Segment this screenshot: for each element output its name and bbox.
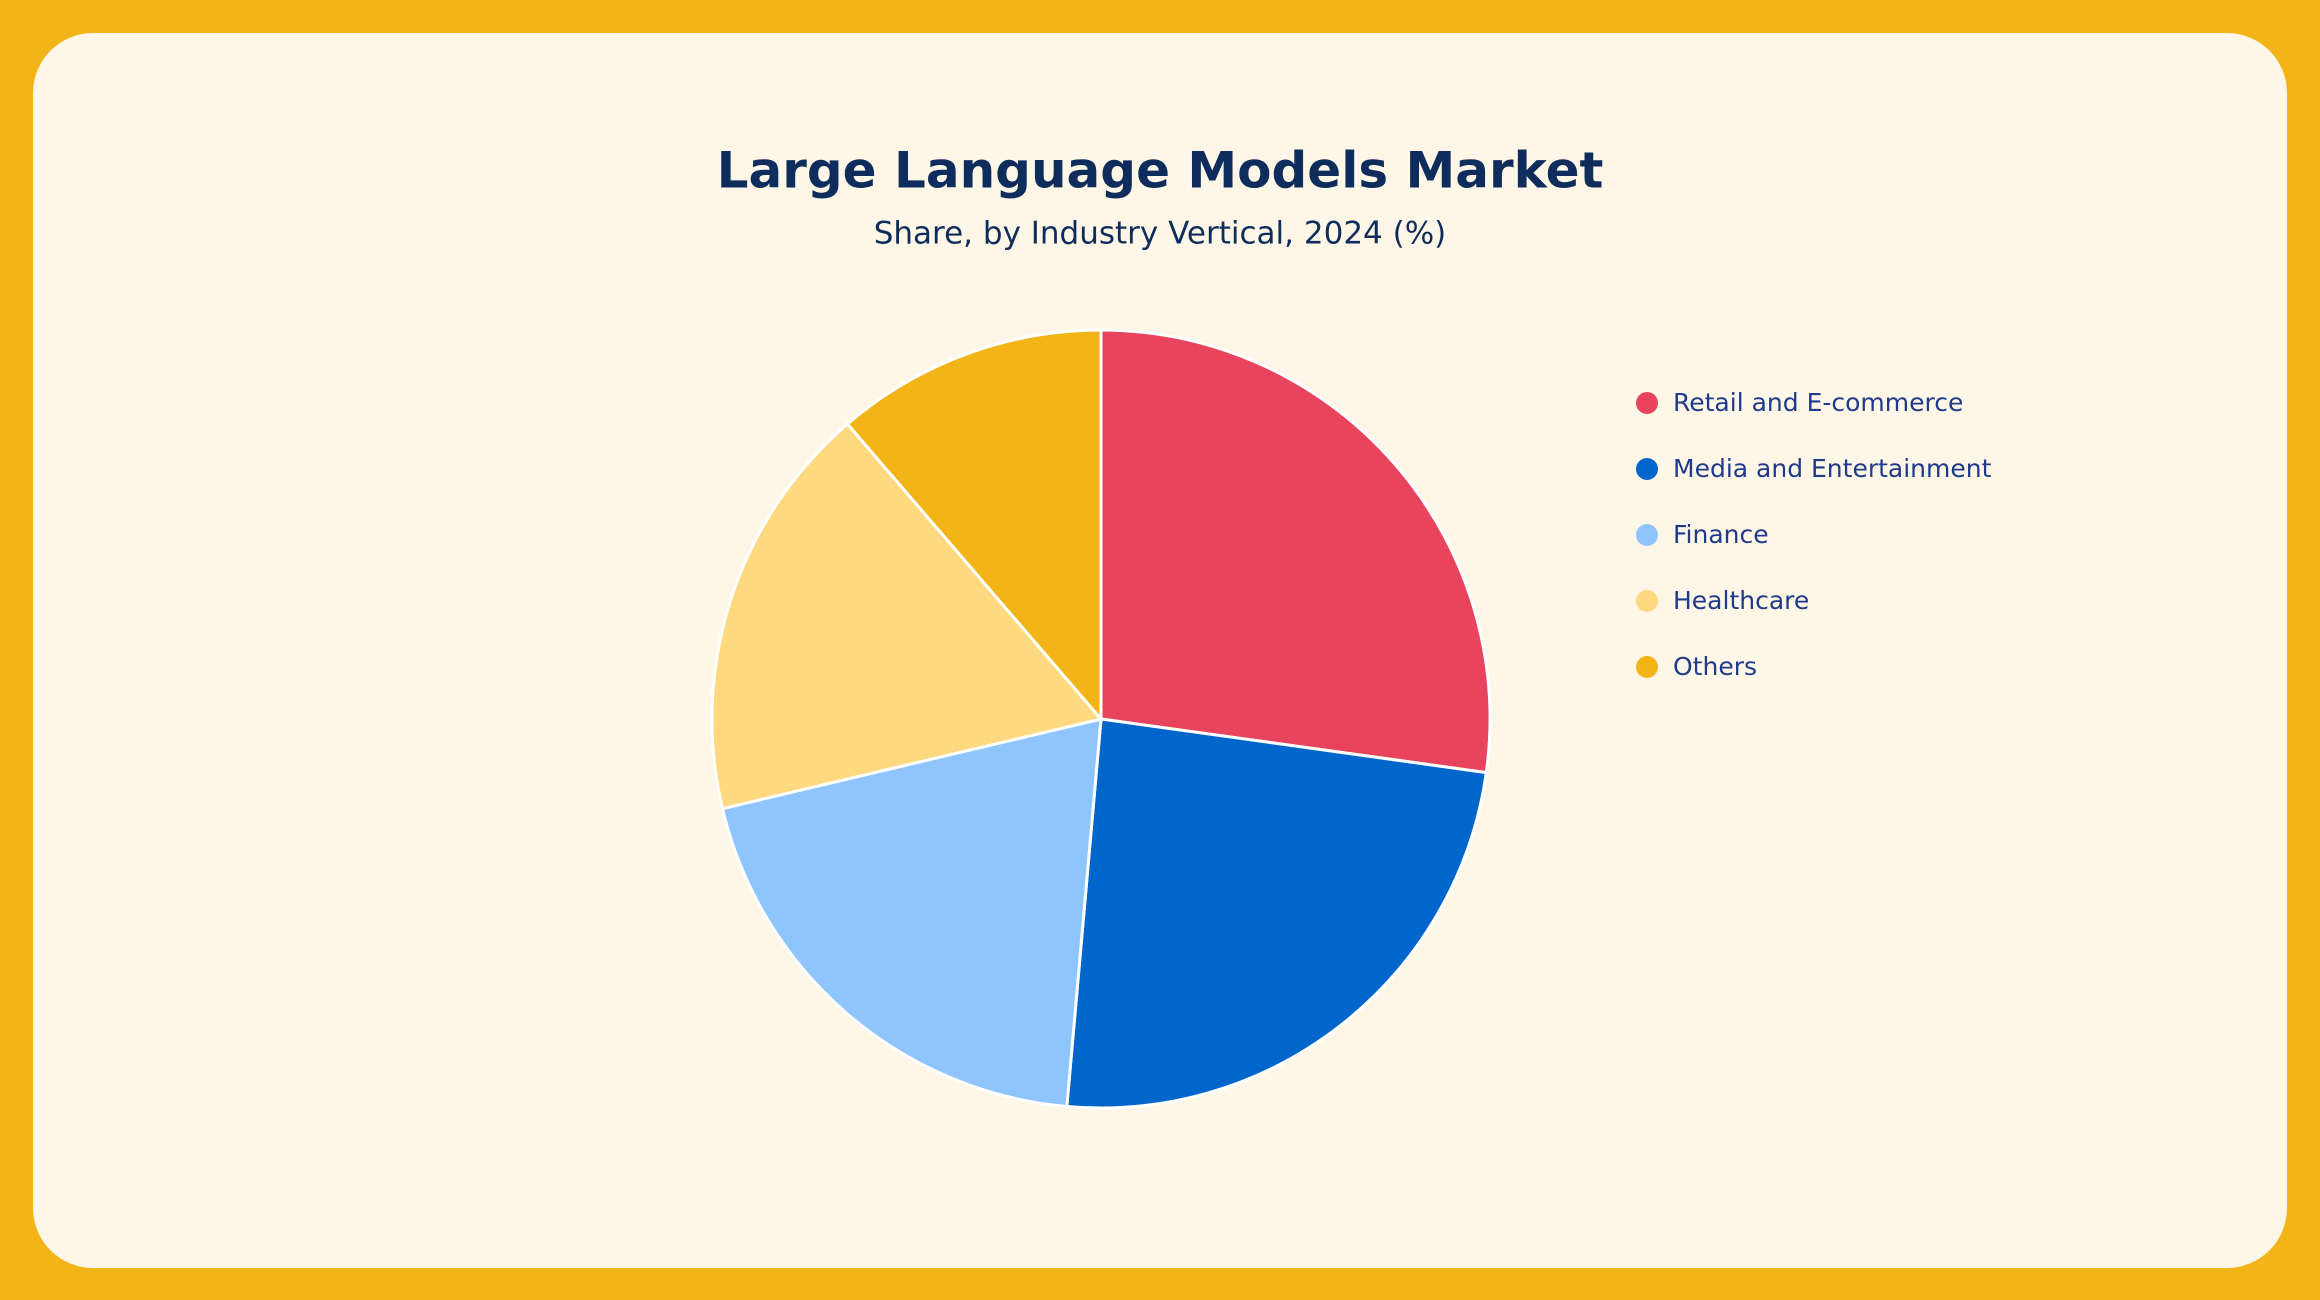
legend-swatch <box>1636 458 1658 480</box>
legend-swatch <box>1636 392 1658 414</box>
pie-slice <box>1065 717 1488 1110</box>
pie-slice <box>845 328 1103 724</box>
legend-swatch <box>1636 590 1658 612</box>
legend-label: Healthcare <box>1673 586 1809 615</box>
legend-label: Others <box>1673 652 1757 681</box>
chart-subtitle: Share, by Industry Vertical, 2024 (%) <box>874 216 1447 252</box>
chart-title: Large Language Models Market <box>717 142 1604 200</box>
pie-slice <box>710 421 1104 811</box>
legend-label: Media and Entertainment <box>1673 454 1992 483</box>
pie-slice <box>720 717 1103 1109</box>
pie-slice <box>1099 328 1492 775</box>
legend-label: Retail and E-commerce <box>1673 388 1963 417</box>
legend-swatch <box>1636 656 1658 678</box>
legend-label: Finance <box>1673 520 1769 549</box>
legend-swatch <box>1636 524 1658 546</box>
